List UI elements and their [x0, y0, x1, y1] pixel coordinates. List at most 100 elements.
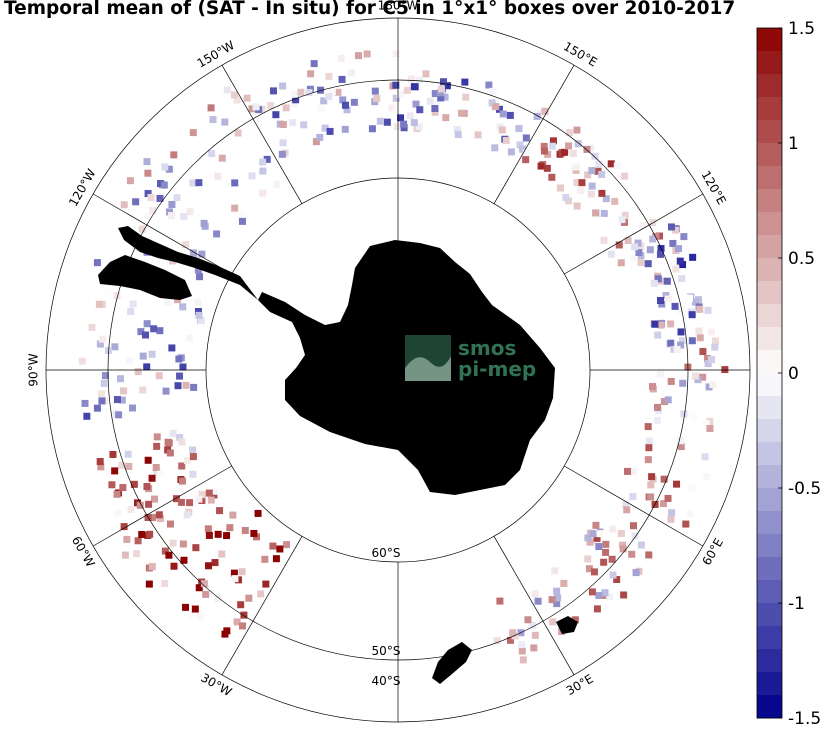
- map-title: Temporal mean of (SAT - In situ) for C5 …: [4, 0, 736, 19]
- difference-cell: [589, 530, 597, 538]
- difference-cell: [143, 363, 151, 371]
- difference-cell: [553, 587, 561, 595]
- difference-cell: [721, 366, 729, 374]
- meridian-line: [92, 465, 232, 547]
- difference-cell: [262, 580, 270, 588]
- colorbar-segment: [757, 557, 782, 581]
- difference-cell: [607, 160, 615, 168]
- difference-cell: [623, 506, 631, 514]
- difference-cell: [518, 145, 526, 153]
- difference-cell: [283, 541, 291, 549]
- colorbar-segment: [757, 672, 782, 696]
- difference-cell: [237, 601, 245, 609]
- difference-cell: [168, 344, 176, 352]
- difference-cell: [178, 477, 186, 485]
- difference-cell: [156, 194, 164, 202]
- difference-cell: [129, 300, 137, 308]
- difference-cell: [613, 576, 621, 584]
- meridian-line: [92, 193, 232, 275]
- difference-cell: [393, 123, 401, 131]
- difference-cell: [702, 420, 710, 428]
- difference-cell: [282, 104, 290, 112]
- difference-cell: [598, 189, 606, 197]
- difference-cell: [238, 210, 246, 218]
- difference-cell: [127, 307, 135, 315]
- difference-cell: [126, 177, 134, 185]
- difference-cell: [609, 525, 617, 533]
- difference-cell: [238, 217, 246, 225]
- difference-cell: [677, 328, 685, 336]
- difference-cell: [146, 530, 154, 538]
- difference-cell: [388, 104, 396, 112]
- difference-cell: [221, 118, 229, 126]
- difference-cell: [499, 110, 507, 118]
- difference-cell: [195, 179, 203, 187]
- difference-cell: [631, 532, 639, 540]
- difference-cell: [531, 590, 539, 598]
- difference-cell: [161, 163, 169, 171]
- difference-cell: [648, 473, 656, 481]
- difference-cell: [124, 450, 132, 458]
- difference-cell: [644, 260, 652, 268]
- difference-cell: [660, 398, 668, 406]
- difference-cell: [243, 94, 251, 102]
- latitude-label: 40°S: [372, 674, 401, 688]
- difference-cell: [167, 212, 175, 220]
- difference-cell: [320, 97, 328, 105]
- difference-cell: [553, 600, 561, 608]
- difference-cell: [620, 591, 628, 599]
- difference-cell: [688, 337, 696, 345]
- longitude-label: 90°W: [27, 353, 41, 386]
- difference-cell: [223, 627, 231, 635]
- colorbar-segment: [757, 258, 782, 282]
- difference-cell: [656, 370, 664, 378]
- difference-cell: [619, 545, 627, 553]
- difference-cell: [198, 250, 206, 258]
- difference-cell: [178, 438, 186, 446]
- longitude-label: 180°W: [378, 0, 419, 13]
- difference-cell: [196, 613, 204, 621]
- difference-cell: [422, 70, 430, 78]
- difference-cell: [231, 575, 239, 583]
- difference-cell: [168, 200, 176, 208]
- difference-cell: [704, 306, 712, 314]
- difference-cell: [458, 109, 466, 117]
- difference-cell: [590, 568, 598, 576]
- colorbar-tick-label: -1.5: [788, 709, 821, 729]
- longitude-label: 150°W: [195, 38, 237, 71]
- logo-text-smos: smos: [458, 336, 516, 360]
- difference-cell: [651, 320, 659, 328]
- difference-cell: [195, 311, 203, 319]
- difference-cell: [711, 343, 719, 351]
- difference-cell: [554, 594, 562, 602]
- logo-text-pimep: pi-mep: [458, 357, 536, 381]
- difference-cell: [648, 383, 656, 391]
- difference-cell: [182, 603, 190, 611]
- difference-cell: [613, 162, 621, 170]
- difference-cell: [704, 360, 712, 368]
- difference-cell: [300, 121, 308, 129]
- difference-cell: [688, 311, 696, 319]
- difference-cell: [200, 580, 208, 588]
- difference-cell: [98, 397, 106, 405]
- difference-cell: [522, 134, 530, 142]
- longitude-label: 30°W: [198, 670, 234, 699]
- difference-cell: [363, 50, 371, 58]
- difference-cell: [531, 631, 539, 639]
- difference-cell: [145, 580, 153, 588]
- latitude-label: 50°S: [372, 644, 401, 658]
- difference-cell: [202, 590, 210, 598]
- difference-cell: [343, 106, 351, 114]
- colorbar-tick-label: 1.5: [788, 19, 815, 39]
- difference-cell: [231, 179, 239, 187]
- difference-cell: [176, 433, 184, 441]
- difference-cell: [645, 437, 653, 445]
- colorbar-segment: [757, 97, 782, 121]
- difference-cell: [214, 595, 222, 603]
- difference-cell: [621, 172, 629, 180]
- difference-cell: [629, 493, 637, 501]
- difference-cell: [518, 647, 526, 655]
- difference-cell: [149, 206, 157, 214]
- difference-cell: [678, 337, 686, 345]
- difference-cell: [691, 372, 699, 380]
